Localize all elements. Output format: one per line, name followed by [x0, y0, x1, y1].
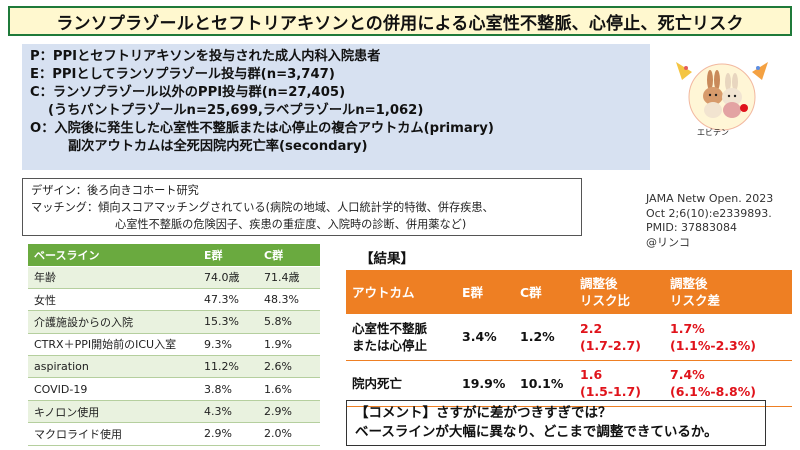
- baseline-cell-c: 2.6%: [258, 355, 320, 379]
- results-heading: 【結果】: [360, 251, 414, 267]
- baseline-header-row: ベースライン E群 C群: [28, 244, 320, 267]
- results-cell-outcome: 院内死亡: [346, 360, 456, 407]
- baseline-cell-e: 15.3%: [198, 310, 258, 334]
- results-outcome-line1: 心室性不整脈: [352, 320, 428, 336]
- matching-value-continued: 心室性不整脈の危険因子、疾患の重症度、入院時の診断、併用薬など): [115, 218, 467, 231]
- reference-issue: Oct 2;6(10):e2339893.: [646, 206, 772, 220]
- baseline-cell-label: aspiration: [28, 355, 198, 379]
- results-rr-ci: (1.5-1.7): [580, 384, 641, 399]
- table-row: キノロン使用 4.3% 2.9%: [28, 400, 320, 424]
- results-header-rd: 調整後 リスク差: [664, 270, 792, 314]
- results-header-rd-line1: 調整後: [670, 276, 708, 291]
- results-header-outcome: アウトカム: [346, 270, 456, 314]
- baseline-cell-c: 48.3%: [258, 288, 320, 312]
- results-table: アウトカム E群 C群 調整後 リスク比 調整後 リスク差 心室性不整脈 または…: [346, 270, 792, 407]
- results-rr-value: 1.6: [580, 367, 603, 382]
- results-cell-rr: 1.6 (1.5-1.7): [574, 360, 664, 407]
- results-header-e: E群: [456, 270, 514, 314]
- baseline-cell-e: 74.0歳: [198, 266, 258, 289]
- matching-key: マッチング：: [31, 201, 99, 214]
- results-cell-outcome: 心室性不整脈 または心停止: [346, 314, 456, 361]
- rabbit-mascot-icon: [676, 62, 768, 131]
- table-row: COVID-19 3.8% 1.6%: [28, 377, 320, 401]
- baseline-header-e: E群: [198, 244, 258, 267]
- pico-outcome: O：入院後に発生した心室性不整脈または心停止の複合アウトカム(primary): [30, 121, 494, 136]
- results-rr-value: 2.2: [580, 320, 603, 336]
- table-row: 女性 47.3% 48.3%: [28, 288, 320, 312]
- baseline-cell-e: 47.3%: [198, 288, 258, 312]
- design-key: デザイン：: [31, 184, 87, 197]
- results-cell-rd: 7.4% (6.1%-8.8%): [664, 360, 792, 407]
- baseline-cell-label: CTRX＋PPI開始前のICU入室: [28, 333, 198, 357]
- pico-population: P：PPIとセフトリアキソンを投与された成人内科入院患者: [30, 49, 381, 64]
- reference-pmid: PMID: 37883084: [646, 221, 738, 234]
- results-outcome-line2: または心停止: [352, 337, 428, 353]
- results-cell-c: 10.1%: [514, 360, 574, 407]
- baseline-cell-c: 2.0%: [258, 422, 320, 446]
- table-row: 心室性不整脈 または心停止 3.4% 1.2% 2.2 (1.7-2.7) 1.…: [346, 314, 792, 361]
- baseline-cell-label: キノロン使用: [28, 400, 198, 424]
- results-cell-e: 3.4%: [456, 314, 514, 361]
- design-row: デザイン： 後ろ向きコホート研究: [31, 182, 573, 199]
- baseline-cell-c: 5.8%: [258, 310, 320, 334]
- results-header-rr-line1: 調整後: [580, 276, 618, 291]
- table-row: aspiration 11.2% 2.6%: [28, 355, 320, 379]
- results-cell-e: 19.9%: [456, 360, 514, 407]
- results-cell-rr: 2.2 (1.7-2.7): [574, 314, 664, 361]
- baseline-table: ベースライン E群 C群 年齢 74.0歳 71.4歳 女性 47.3% 48.…: [28, 244, 320, 446]
- reference-journal: JAMA Netw Open. 2023: [646, 192, 774, 205]
- matching-value: 傾向スコアマッチングされている(病院の地域、人口統計学的特徴、併存疾患、: [98, 201, 494, 214]
- baseline-cell-label: 年齢: [28, 266, 198, 289]
- baseline-header-label: ベースライン: [28, 244, 198, 267]
- results-rd-ci: (1.1%-2.3%): [670, 337, 756, 353]
- pico-comparison: C：ランソプラゾール以外のPPI投与群(n=27,405): [30, 85, 346, 100]
- results-cell-c: 1.2%: [514, 314, 574, 361]
- design-value: 後ろ向きコホート研究: [86, 184, 199, 197]
- results-header-rr-line2: リスク比: [580, 293, 631, 308]
- table-row: CTRX＋PPI開始前のICU入室 9.3% 1.9%: [28, 333, 320, 357]
- baseline-header-c: C群: [258, 244, 320, 267]
- results-cell-rd: 1.7% (1.1%-2.3%): [664, 314, 792, 361]
- comment-box: 【コメント】さすがに差がつきすぎでは？ ベースラインが大幅に異なり、どこまで調整…: [346, 400, 766, 446]
- comment-line2: ベースラインが大幅に異なり、どこまで調整できているか。: [355, 424, 718, 440]
- baseline-cell-e: 4.3%: [198, 400, 258, 424]
- page-title-text: ランソプラゾールとセフトリアキソンとの併用による心室性不整脈、心停止、死亡リスク: [56, 13, 744, 34]
- results-rd-value: 1.7%: [670, 320, 705, 336]
- table-row: マクロライド使用 2.9% 2.0%: [28, 422, 320, 446]
- baseline-cell-c: 71.4歳: [258, 266, 320, 289]
- baseline-cell-c: 1.9%: [258, 333, 320, 357]
- baseline-cell-label: 介護施設からの入院: [28, 310, 198, 334]
- logo-label: エビテン: [697, 128, 729, 137]
- table-row: 年齢 74.0歳 71.4歳: [28, 266, 320, 289]
- results-rd-value: 7.4%: [670, 367, 705, 382]
- results-outcome-line1: 院内死亡: [352, 375, 403, 391]
- pico-exposure: E：PPIとしてランソプラゾール投与群(n=3,747): [30, 67, 335, 82]
- baseline-cell-label: マクロライド使用: [28, 422, 198, 446]
- study-design-box: デザイン： 後ろ向きコホート研究 マッチング： 傾向スコアマッチングされている(…: [22, 178, 582, 236]
- baseline-cell-c: 2.9%: [258, 400, 320, 424]
- baseline-cell-label: 女性: [28, 288, 198, 312]
- results-header-c: C群: [514, 270, 574, 314]
- baseline-cell-e: 3.8%: [198, 377, 258, 401]
- results-rr-ci: (1.7-2.7): [580, 337, 641, 353]
- baseline-cell-e: 2.9%: [198, 422, 258, 446]
- results-header-row: アウトカム E群 C群 調整後 リスク比 調整後 リスク差: [346, 270, 792, 314]
- baseline-cell-e: 11.2%: [198, 355, 258, 379]
- baseline-cell-c: 1.6%: [258, 377, 320, 401]
- matching-row: マッチング： 傾向スコアマッチングされている(病院の地域、人口統計学的特徴、併存…: [31, 199, 573, 216]
- baseline-cell-label: COVID-19: [28, 377, 198, 401]
- results-header-rd-line2: リスク差: [670, 293, 721, 308]
- pico-summary: P：PPIとセフトリアキソンを投与された成人内科入院患者 E：PPIとしてランソ…: [22, 44, 650, 170]
- pico-outcome-secondary: 副次アウトカムは全死因院内死亡率(secondary): [68, 139, 368, 154]
- table-row: 院内死亡 19.9% 10.1% 1.6 (1.5-1.7) 7.4% (6.1…: [346, 360, 792, 407]
- reference-author: @リンコ: [646, 235, 690, 249]
- pico-comparison-detail: (うちパントプラゾールn=25,699,ラベプラゾールn=1,062): [48, 103, 424, 118]
- baseline-cell-e: 9.3%: [198, 333, 258, 357]
- results-header-rr: 調整後 リスク比: [574, 270, 664, 314]
- comment-line1: 【コメント】さすがに差がつきすぎでは？: [355, 405, 612, 421]
- results-rd-ci: (6.1%-8.8%): [670, 384, 756, 399]
- table-row: 介護施設からの入院 15.3% 5.8%: [28, 310, 320, 334]
- reference-block: JAMA Netw Open. 2023 Oct 2;6(10):e233989…: [646, 192, 796, 250]
- page-title: ランソプラゾールとセフトリアキソンとの併用による心室性不整脈、心停止、死亡リスク: [8, 6, 792, 36]
